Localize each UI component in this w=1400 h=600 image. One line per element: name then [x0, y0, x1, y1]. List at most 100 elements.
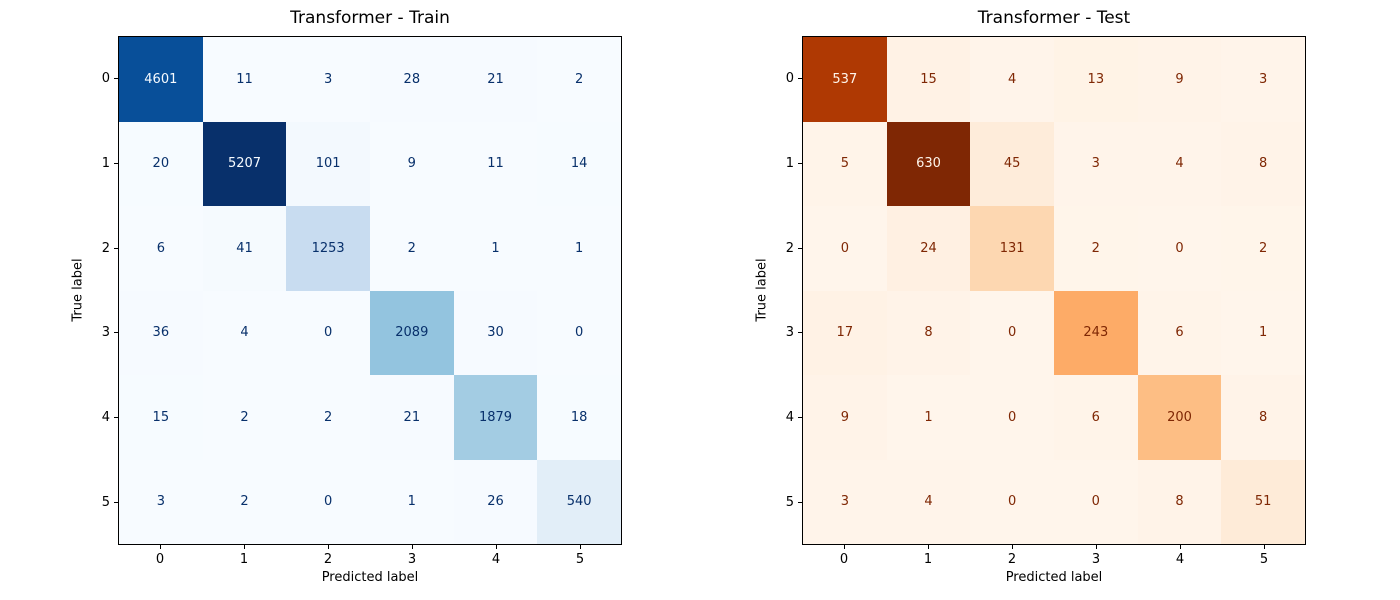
x-tick-label: 4	[491, 552, 501, 567]
matrix-cell: 21	[369, 375, 454, 460]
x-tick: 4	[1138, 545, 1222, 567]
matrix-cell: 2	[369, 206, 454, 291]
matrix-cell: 0	[286, 459, 370, 544]
y-tick: 0	[762, 36, 802, 121]
matrix-cell: 1	[369, 459, 454, 544]
matrix-cell: 101	[286, 121, 370, 206]
x-tick-label: 3	[407, 552, 417, 567]
matrix-cell: 0	[803, 206, 887, 291]
matrix-cell: 18	[537, 375, 621, 460]
tick-mark	[411, 545, 413, 549]
matrix-cell: 9	[803, 375, 887, 460]
train-confusion-matrix: Transformer - Train True label 4601 11 3 28…	[71, 0, 622, 600]
tick-mark	[114, 77, 118, 79]
matrix-cell: 14	[537, 121, 621, 206]
x-axis-label-test: Predicted label	[1005, 570, 1103, 585]
matrix-cell: 2	[1221, 206, 1305, 291]
y-tick-label: 4	[101, 410, 110, 426]
matrix-cell: 0	[286, 290, 370, 375]
matrix-cell: 4	[1137, 121, 1222, 206]
x-tick: 3	[370, 545, 454, 567]
tick-mark	[798, 162, 802, 164]
matrix-cell: 200	[1137, 375, 1222, 460]
tick-mark	[159, 545, 161, 549]
matrix-cell: 28	[369, 37, 454, 122]
matrix-cell: 45	[970, 121, 1054, 206]
matrix-cell: 6	[1137, 290, 1222, 375]
tick-mark	[114, 332, 118, 334]
matrix-cell: 131	[970, 206, 1054, 291]
y-tick: 3	[78, 290, 118, 375]
x-tick-label: 0	[155, 552, 165, 567]
matrix-cell: 1	[453, 206, 538, 291]
y-tick: 1	[78, 121, 118, 206]
x-tick-label: 5	[1259, 552, 1269, 567]
matrix-cell: 8	[886, 290, 971, 375]
y-tick: 0	[78, 36, 118, 121]
matrix-cell: 0	[970, 290, 1054, 375]
x-tick: 1	[886, 545, 970, 567]
tick-mark	[1263, 545, 1265, 549]
matrix-cell: 6	[119, 206, 203, 291]
matrix-cell: 24	[886, 206, 971, 291]
matrix-cell: 540	[537, 459, 621, 544]
matrix-cell: 0	[537, 290, 621, 375]
matrix-cell: 15	[119, 375, 203, 460]
x-tick: 4	[454, 545, 538, 567]
matrix-cell: 8	[1221, 121, 1305, 206]
matrix-cell: 17	[803, 290, 887, 375]
matrix-cell: 9	[369, 121, 454, 206]
matrix-cell: 20	[119, 121, 203, 206]
matrix-cell: 630	[886, 121, 971, 206]
x-tick-label: 5	[575, 552, 585, 567]
x-tick: 5	[538, 545, 622, 567]
test-confusion-matrix: Transformer - Test True label 537 15 4 13 9 3…	[755, 0, 1306, 600]
x-tick: 0	[802, 545, 886, 567]
tick-mark	[843, 545, 845, 549]
x-tick: 2	[286, 545, 370, 567]
matrix-cell: 2	[1053, 206, 1138, 291]
y-tick-label: 3	[101, 325, 110, 341]
matrix-cell: 15	[886, 37, 971, 122]
axes-train: 4601 11 3 28 21 2 20 5207 101 9 11 14 6 41 1253 2 1 1 36 4 0…	[118, 36, 622, 545]
x-tick-labels-train: 0 1 2 3 4 5	[118, 545, 622, 567]
x-tick-label: 4	[1175, 552, 1185, 567]
tick-mark	[579, 545, 581, 549]
tick-mark	[798, 77, 802, 79]
matrix-cell: 8	[1221, 375, 1305, 460]
y-tick: 5	[78, 460, 118, 545]
matrix-cell: 5	[803, 121, 887, 206]
y-tick-label: 1	[785, 155, 794, 171]
chart-title-train: Transformer - Train	[290, 8, 450, 28]
matrix-cell: 5207	[202, 121, 287, 206]
y-tick: 2	[762, 206, 802, 291]
x-tick-label: 1	[923, 552, 933, 567]
tick-mark	[798, 332, 802, 334]
tick-mark	[114, 417, 118, 419]
x-tick: 1	[202, 545, 286, 567]
x-tick: 0	[118, 545, 202, 567]
x-tick: 5	[1222, 545, 1306, 567]
matrix-cell: 3	[803, 459, 887, 544]
tick-mark	[114, 247, 118, 249]
matrix-cell: 4	[886, 459, 971, 544]
matrix-cell: 0	[1053, 459, 1138, 544]
matrix-cell: 537	[803, 37, 887, 122]
x-tick-label: 2	[1007, 552, 1017, 567]
tick-mark	[114, 162, 118, 164]
matrix-cell: 2	[202, 459, 287, 544]
matrix-cell: 2089	[369, 290, 454, 375]
matrix-cell: 3	[119, 459, 203, 544]
tick-mark	[798, 247, 802, 249]
tick-mark	[243, 545, 245, 549]
x-tick: 2	[970, 545, 1054, 567]
y-tick-label: 3	[785, 325, 794, 341]
y-tick-labels-test: 0 1 2 3 4 5	[762, 36, 802, 545]
tick-mark	[1095, 545, 1097, 549]
x-axis-label-train: Predicted label	[321, 570, 419, 585]
matrix-cell: 2	[537, 37, 621, 122]
y-tick: 4	[762, 375, 802, 460]
matrix-cell: 3	[1221, 37, 1305, 122]
x-tick-labels-test: 0 1 2 3 4 5	[802, 545, 1306, 567]
